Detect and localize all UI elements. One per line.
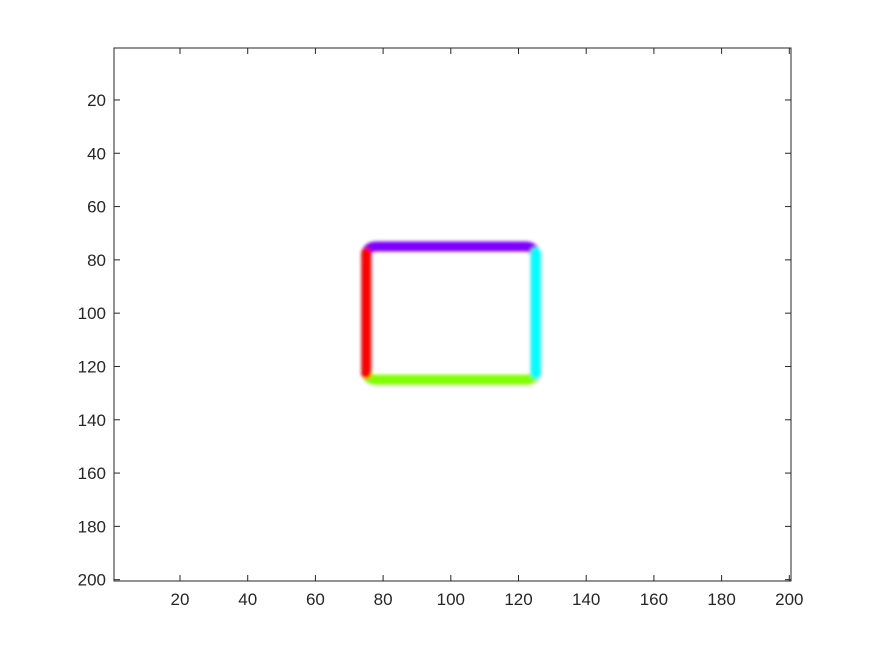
x-tick-label: 80 bbox=[374, 590, 393, 609]
x-tick-label: 180 bbox=[707, 590, 735, 609]
y-tick-label: 20 bbox=[87, 91, 106, 110]
y-tick-label: 80 bbox=[87, 251, 106, 270]
y-tick-label: 140 bbox=[78, 411, 106, 430]
y-tick-label: 120 bbox=[78, 357, 106, 376]
y-tick-label: 60 bbox=[87, 198, 106, 217]
x-tick-label: 200 bbox=[775, 590, 803, 609]
x-tick-label: 20 bbox=[171, 590, 190, 609]
y-tick-label: 180 bbox=[78, 517, 106, 536]
x-tick-label: 60 bbox=[306, 590, 325, 609]
shape-layer bbox=[361, 241, 541, 385]
x-tick-label: 40 bbox=[238, 590, 257, 609]
shape-outline bbox=[361, 241, 541, 385]
plot-area bbox=[114, 48, 791, 581]
x-tick-label: 120 bbox=[504, 590, 532, 609]
y-tick-label: 200 bbox=[78, 571, 106, 590]
y-tick-label: 40 bbox=[87, 144, 106, 163]
x-tick-label: 160 bbox=[640, 590, 668, 609]
axes: 20 40 60 80 100 120 140 160 180 200 20 40 60 80 100 120… bbox=[78, 47, 803, 609]
x-tick-label: 100 bbox=[437, 590, 465, 609]
y-tick-label: 160 bbox=[78, 464, 106, 483]
x-tick-label: 140 bbox=[572, 590, 600, 609]
axes-box bbox=[113, 47, 792, 582]
y-tick-label: 100 bbox=[78, 304, 106, 323]
